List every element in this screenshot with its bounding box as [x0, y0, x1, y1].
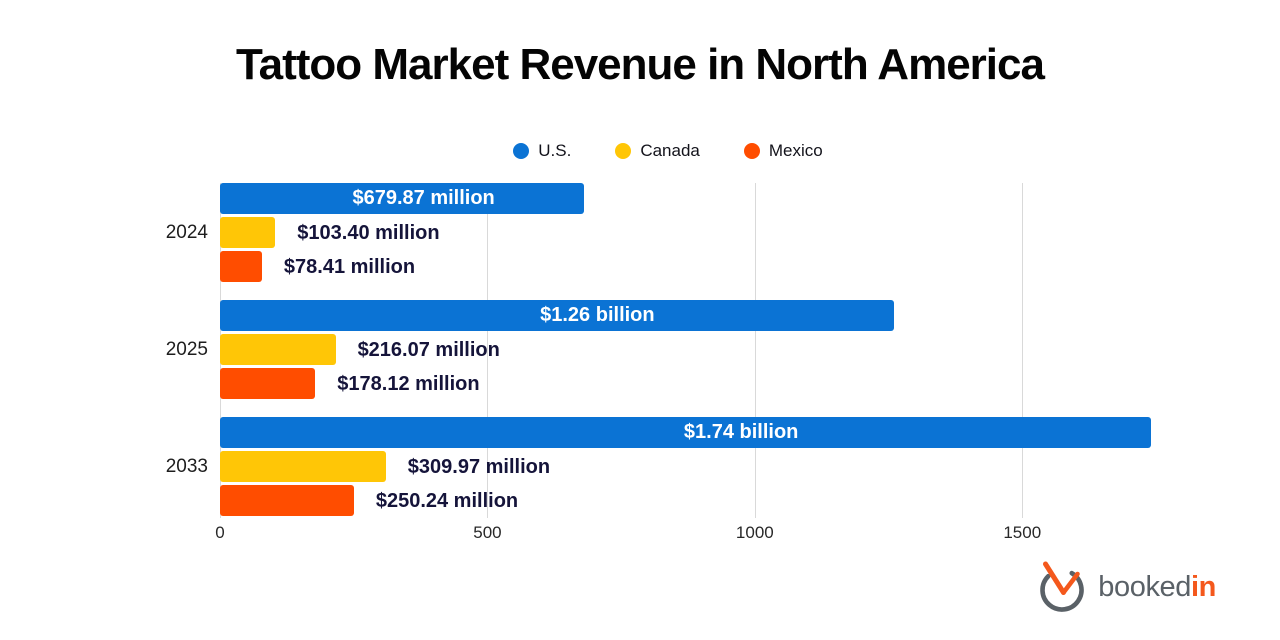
category-label-2033: 2033: [165, 455, 208, 477]
bar-us-2033: $1.74 billion: [220, 417, 1151, 448]
category-label-2025: 2025: [165, 338, 208, 360]
legend-dot-mexico: [743, 143, 760, 159]
logo-text-booked: booked: [1098, 571, 1192, 603]
bar-mexico-2033: [220, 485, 354, 516]
legend-dot-us: [513, 143, 530, 159]
x-tick-label-500: 500: [473, 523, 502, 542]
bar-us-2024: $679.87 million: [220, 183, 584, 214]
bar-canada-2033: [220, 451, 386, 482]
chart-legend: U.S. Canada Mexico: [0, 141, 1280, 161]
logo-text-in: in: [1191, 571, 1216, 603]
bar-value-label-canada-2024: $103.40 million: [297, 222, 440, 244]
gridline-1000: [754, 183, 756, 518]
legend-item-canada: Canada: [615, 141, 700, 161]
legend-label: Mexico: [768, 141, 823, 160]
bar-canada-2025: [220, 334, 336, 365]
bookedin-logo: bookedin: [1037, 560, 1216, 614]
bar-canada-2024: [220, 217, 276, 248]
logo-wordmark: bookedin: [1098, 560, 1216, 614]
category-label-2024: 2024: [165, 221, 208, 243]
legend-label: U.S.: [538, 141, 572, 160]
legend-label: Canada: [640, 141, 700, 160]
bar-value-label-mexico-2024: $78.41 million: [283, 256, 416, 278]
bar-value-label-us-2033: $1.74 billion: [683, 421, 799, 443]
x-tick-label-1500: 1500: [1003, 523, 1042, 542]
bar-value-label-canada-2025: $216.07 million: [357, 339, 500, 361]
legend-dot-canada: [615, 143, 632, 159]
gridline-500: [487, 183, 489, 518]
bar-mexico-2024: [220, 251, 262, 282]
legend-item-us: U.S.: [513, 141, 571, 161]
plot-area: 0 500 1000 1500 $679.87 million $103.40 milli…: [215, 183, 1164, 542]
x-tick-label-0: 0: [215, 523, 225, 542]
bar-value-label-us-2025: $1.26 billion: [540, 304, 655, 326]
bar-us-2025: $1.26 billion: [220, 300, 894, 331]
bar-value-label-canada-2033: $309.97 million: [407, 456, 551, 478]
chart-title: Tattoo Market Revenue in North America: [236, 40, 1045, 89]
legend-item-mexico: Mexico: [743, 141, 823, 161]
bar-value-label-mexico-2033: $250.24 million: [375, 490, 519, 512]
bar-mexico-2025: [220, 368, 316, 399]
gridline-1500: [1022, 183, 1024, 518]
x-tick-label-1000: 1000: [735, 523, 774, 542]
bar-value-label-mexico-2025: $178.12 million: [337, 373, 480, 395]
clock-check-icon: [1040, 561, 1085, 612]
bar-value-label-us-2024: $679.87 million: [352, 187, 495, 209]
